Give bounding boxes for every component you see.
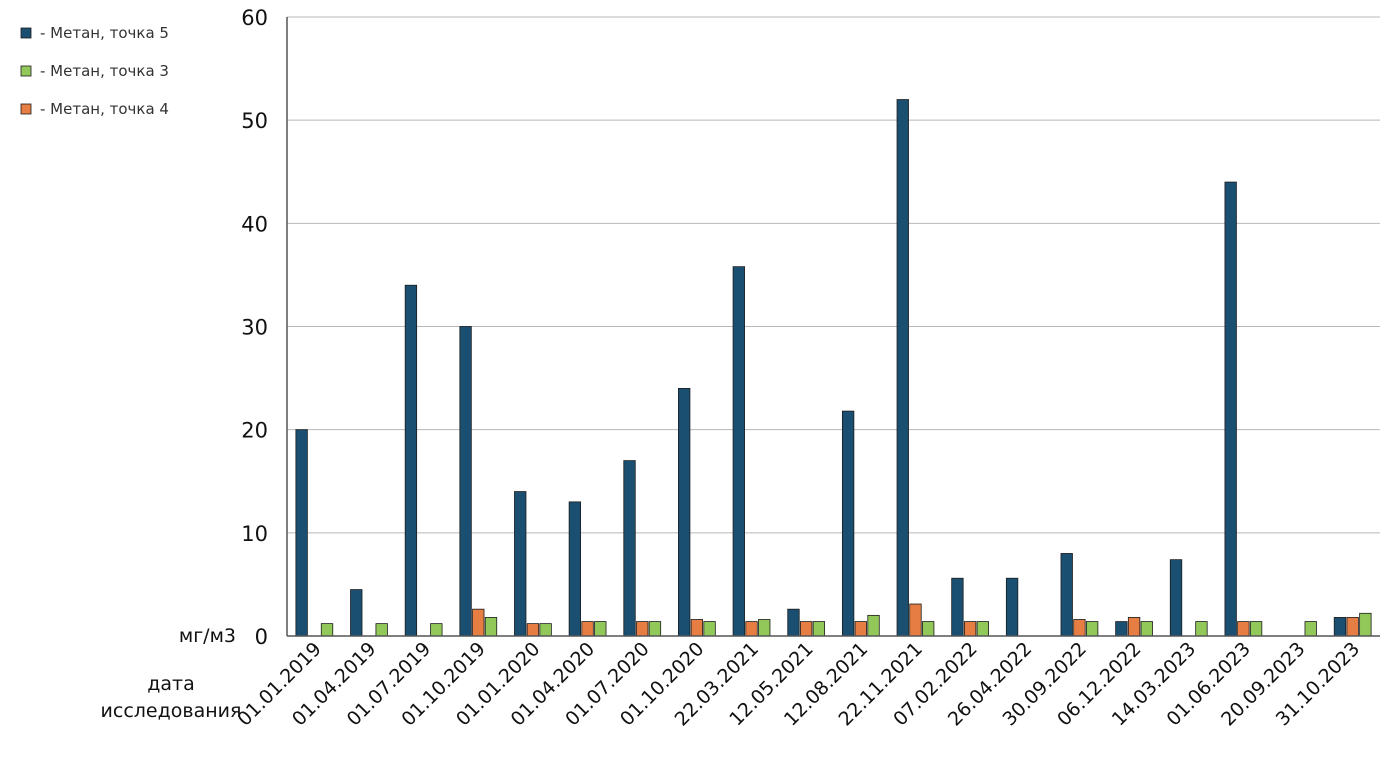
bar — [951, 577, 964, 637]
bar — [514, 491, 527, 637]
bar — [1346, 617, 1359, 637]
bar — [1169, 559, 1183, 637]
bar — [1304, 621, 1317, 637]
bar — [841, 410, 855, 637]
y-axis-ticks: 0 10 20 30 40 50 60 — [241, 6, 268, 649]
legend-swatch — [20, 65, 32, 77]
y-tick-label: 30 — [241, 316, 268, 340]
bar — [484, 617, 498, 637]
bar — [295, 429, 308, 637]
bar — [867, 614, 880, 637]
bar — [745, 621, 758, 637]
bar — [581, 621, 594, 637]
bar — [539, 623, 552, 637]
bar — [976, 621, 989, 637]
bar — [732, 266, 745, 637]
bar — [1127, 617, 1141, 637]
bar — [375, 623, 388, 637]
bar — [787, 608, 800, 637]
x-axis-title: дата исследования — [101, 673, 242, 722]
legend-label: - Метан, точка 3 — [40, 62, 169, 80]
bar — [854, 621, 867, 637]
bar — [1115, 621, 1128, 637]
bar — [703, 621, 716, 637]
bar — [568, 501, 582, 637]
bar — [1005, 577, 1019, 637]
legend: - Метан, точка 5 - Метан, точка 3 - Метан,… — [20, 24, 169, 118]
bar — [459, 326, 472, 637]
x-axis-ticks: 01.01.201901.04.201901.07.201901.10.2019… — [233, 638, 1364, 730]
bar — [800, 621, 813, 637]
y-tick-label: 10 — [241, 522, 268, 546]
bar — [594, 621, 607, 637]
bar — [963, 621, 977, 637]
y-tick-label: 40 — [241, 212, 268, 236]
bar — [1140, 621, 1153, 637]
legend-label: - Метан, точка 4 — [40, 100, 169, 118]
legend-swatch — [20, 103, 32, 115]
bar — [909, 603, 922, 637]
bar — [1224, 181, 1237, 637]
bar — [623, 460, 636, 637]
bar — [1249, 621, 1263, 637]
legend-label: - Метан, точка 5 — [40, 24, 169, 42]
legend-swatch — [20, 27, 32, 39]
bar — [1085, 621, 1099, 637]
bar — [472, 608, 485, 637]
bar — [896, 99, 909, 637]
y-tick-label: 0 — [255, 625, 268, 649]
legend-item: - Метан, точка 3 — [20, 62, 169, 80]
bar — [1237, 621, 1250, 637]
bar — [1195, 621, 1208, 637]
bar — [812, 621, 826, 637]
bar — [1333, 617, 1347, 637]
bar — [922, 621, 935, 637]
y-tick-label: 20 — [241, 419, 268, 443]
bar — [430, 623, 443, 637]
bar — [690, 619, 704, 637]
legend-item: - Метан, точка 4 — [20, 100, 169, 118]
y-unit-label: мг/м3 — [179, 625, 236, 647]
y-tick-label: 50 — [241, 109, 268, 133]
bar — [350, 589, 363, 637]
y-tick-label: 60 — [241, 6, 268, 30]
bars — [295, 99, 1372, 637]
bar — [648, 621, 662, 637]
bar — [1359, 612, 1372, 637]
bar — [636, 621, 649, 637]
bar — [320, 623, 334, 637]
legend-item: - Метан, точка 5 — [20, 24, 169, 42]
bar — [758, 619, 771, 637]
bar — [404, 284, 418, 637]
bar — [1060, 553, 1073, 637]
bar — [678, 387, 691, 637]
grid-lines — [287, 16, 1380, 534]
bar — [526, 623, 540, 637]
bar — [1073, 619, 1086, 637]
